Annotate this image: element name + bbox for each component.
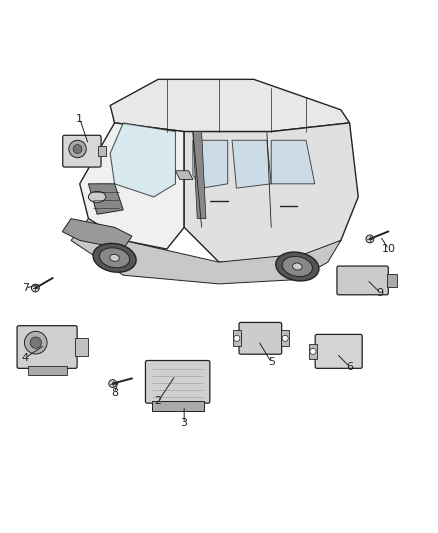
Circle shape (234, 335, 240, 341)
Polygon shape (80, 123, 184, 249)
Text: 8: 8 (111, 387, 118, 398)
Text: 5: 5 (268, 357, 275, 367)
Circle shape (282, 335, 288, 341)
FancyBboxPatch shape (98, 146, 106, 156)
Circle shape (366, 235, 374, 243)
Polygon shape (271, 140, 315, 184)
Polygon shape (88, 184, 123, 214)
Text: 9: 9 (377, 288, 384, 297)
FancyBboxPatch shape (309, 344, 318, 359)
Polygon shape (176, 171, 193, 180)
FancyBboxPatch shape (17, 326, 77, 368)
Polygon shape (110, 123, 176, 197)
FancyBboxPatch shape (145, 360, 210, 403)
Circle shape (30, 337, 42, 349)
Text: 2: 2 (155, 397, 162, 407)
Text: 3: 3 (181, 418, 187, 428)
Ellipse shape (282, 256, 312, 277)
Polygon shape (62, 219, 132, 249)
Ellipse shape (293, 263, 302, 270)
Text: 1: 1 (76, 114, 83, 124)
Text: 10: 10 (382, 244, 396, 254)
Circle shape (310, 349, 316, 354)
Circle shape (109, 379, 117, 387)
Polygon shape (184, 123, 358, 262)
Text: 4: 4 (22, 353, 29, 363)
FancyBboxPatch shape (239, 322, 282, 354)
FancyBboxPatch shape (63, 135, 101, 167)
FancyBboxPatch shape (387, 274, 397, 287)
Circle shape (32, 284, 39, 292)
Polygon shape (232, 140, 271, 188)
Polygon shape (110, 79, 350, 132)
Ellipse shape (110, 254, 119, 261)
FancyBboxPatch shape (233, 330, 241, 346)
Circle shape (69, 140, 86, 158)
Text: 6: 6 (346, 361, 353, 372)
Ellipse shape (93, 244, 136, 272)
FancyBboxPatch shape (152, 400, 204, 411)
Polygon shape (71, 219, 341, 284)
FancyBboxPatch shape (28, 366, 67, 375)
Circle shape (73, 144, 82, 154)
Ellipse shape (99, 248, 130, 268)
Polygon shape (193, 140, 228, 188)
Ellipse shape (88, 191, 106, 203)
Circle shape (25, 332, 47, 354)
FancyBboxPatch shape (337, 266, 389, 295)
FancyBboxPatch shape (281, 330, 289, 346)
Text: 7: 7 (22, 283, 29, 293)
FancyBboxPatch shape (75, 338, 88, 356)
FancyBboxPatch shape (315, 334, 362, 368)
Polygon shape (193, 132, 206, 219)
Ellipse shape (276, 252, 319, 281)
